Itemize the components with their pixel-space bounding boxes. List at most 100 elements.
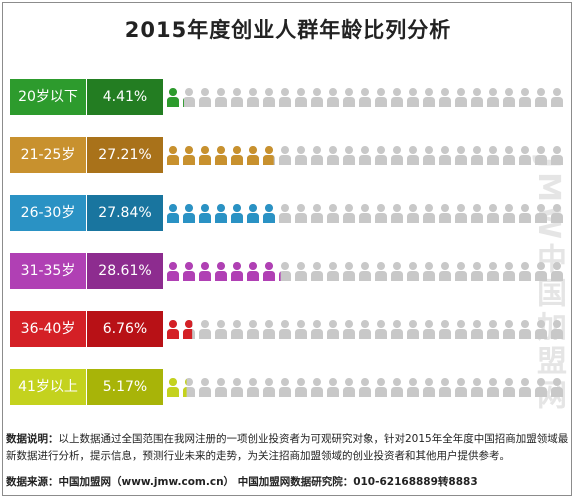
person-icon: [471, 88, 483, 107]
data-note-label: 数据说明：: [6, 433, 59, 445]
person-icon: [455, 262, 467, 281]
data-note-text: 以上数据通过全国范围在我网注册的一项创业投资者为可观研究对象，针对2015年全年…: [6, 433, 569, 462]
person-icon: [535, 262, 547, 281]
person-icon: [167, 378, 179, 397]
person-icon: [503, 204, 515, 223]
person-icon: [471, 204, 483, 223]
person-icon: [359, 204, 371, 223]
person-icon: [263, 88, 275, 107]
person-icon: [295, 320, 307, 339]
person-icon: [247, 146, 259, 165]
person-icon: [407, 262, 419, 281]
person-icon: [199, 320, 211, 339]
person-icon: [311, 378, 323, 397]
person-icon: [167, 146, 179, 165]
person-icon: [199, 146, 211, 165]
age-group-label: 26-30岁: [10, 195, 86, 231]
person-icon: [487, 262, 499, 281]
person-icon: [455, 204, 467, 223]
person-icon: [375, 262, 387, 281]
person-icon: [279, 320, 291, 339]
person-icon: [311, 262, 323, 281]
person-icon: [247, 204, 259, 223]
person-icon: [311, 146, 323, 165]
person-icon: [343, 146, 355, 165]
person-icon: [247, 262, 259, 281]
person-icon: [407, 204, 419, 223]
person-icon: [503, 320, 515, 339]
person-icon: [439, 204, 451, 223]
percentage-label: 4.41%: [87, 79, 163, 115]
chart-title: 2015年度创业人群年龄比列分析: [124, 18, 452, 42]
person-icon: [487, 320, 499, 339]
person-icon: [551, 146, 563, 165]
age-row: 41岁以上 5.17%: [10, 369, 570, 405]
person-icon: [535, 320, 547, 339]
person-icon: [327, 262, 339, 281]
person-icon: [215, 204, 227, 223]
percentage-label: 28.61%: [87, 253, 163, 289]
person-icon: [279, 146, 291, 165]
person-icon: [487, 204, 499, 223]
person-icon: [551, 88, 563, 107]
person-icon: [519, 88, 531, 107]
person-icon: [503, 262, 515, 281]
person-icon: [487, 146, 499, 165]
person-icon: [343, 204, 355, 223]
person-icon: [343, 320, 355, 339]
person-icon: [439, 146, 451, 165]
person-icon: [391, 146, 403, 165]
person-icon: [327, 320, 339, 339]
person-icon: [343, 262, 355, 281]
person-icon: [311, 88, 323, 107]
person-icon: [471, 320, 483, 339]
person-icon: [215, 378, 227, 397]
person-icon: [215, 262, 227, 281]
person-icon: [375, 146, 387, 165]
person-icon: [423, 378, 435, 397]
person-icon: [247, 88, 259, 107]
percentage-label: 27.21%: [87, 137, 163, 173]
age-row: 21-25岁 27.21%: [10, 137, 570, 173]
person-icon: [471, 262, 483, 281]
person-icon: [423, 262, 435, 281]
person-icon: [263, 146, 275, 165]
person-icon: [215, 88, 227, 107]
person-icon: [199, 262, 211, 281]
data-source-label: 数据来源：: [6, 476, 59, 488]
person-icon: [439, 262, 451, 281]
person-icon: [455, 88, 467, 107]
person-icon-strip: [167, 204, 563, 223]
person-icon: [199, 204, 211, 223]
person-icon: [423, 204, 435, 223]
person-icon: [295, 204, 307, 223]
person-icon: [535, 88, 547, 107]
person-icon: [327, 146, 339, 165]
age-row: 20岁以下 4.41%: [10, 79, 570, 115]
person-icon: [183, 378, 195, 397]
person-icon: [551, 262, 563, 281]
person-icon: [295, 88, 307, 107]
person-icon: [247, 378, 259, 397]
person-icon: [279, 378, 291, 397]
person-icon: [407, 320, 419, 339]
person-icon-strip: [167, 320, 563, 339]
data-source: 数据来源：中国加盟网（www.jmw.com.cn） 中国加盟网数据研究院：01…: [6, 474, 572, 491]
person-icon-strip: [167, 378, 563, 397]
person-icon: [551, 204, 563, 223]
person-icon: [439, 320, 451, 339]
person-icon: [359, 88, 371, 107]
person-icon: [279, 88, 291, 107]
person-icon: [167, 262, 179, 281]
person-icon: [279, 204, 291, 223]
person-icon: [215, 146, 227, 165]
person-icon: [375, 88, 387, 107]
age-row: 26-30岁 27.84%: [10, 195, 570, 231]
person-icon: [439, 378, 451, 397]
person-icon: [343, 88, 355, 107]
person-icon: [455, 378, 467, 397]
person-icon: [375, 320, 387, 339]
person-icon: [199, 378, 211, 397]
person-icon: [167, 204, 179, 223]
person-icon: [391, 262, 403, 281]
